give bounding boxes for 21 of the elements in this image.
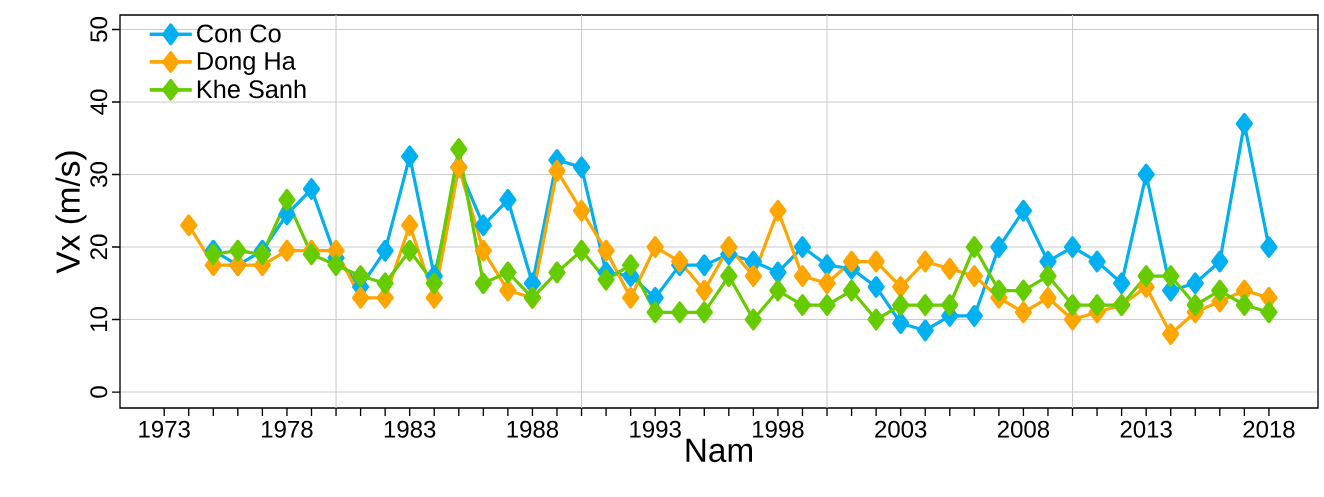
y-axis-title: Vx (m/s) — [55, 151, 87, 274]
y-tick-label: 50 — [90, 17, 108, 42]
y-tick-label: 20 — [90, 234, 108, 260]
legend-label: Khe Sanh — [197, 79, 306, 99]
x-tick-label: 1973 — [139, 420, 190, 438]
x-tick-label: 1983 — [384, 420, 436, 438]
x-tick-label: 2013 — [1120, 420, 1172, 438]
legend-label: Dong Ha — [197, 52, 296, 75]
x-axis-title: Nam — [686, 438, 752, 463]
x-tick-label: 1993 — [630, 420, 681, 438]
x-tick-label: 1988 — [507, 420, 559, 438]
x-tick-label: 1998 — [753, 420, 804, 438]
y-tick-label: 0 — [90, 386, 108, 398]
x-tick-label: 1978 — [262, 420, 313, 438]
x-tick-label: 2003 — [875, 420, 927, 438]
y-tick-label: 30 — [90, 162, 108, 187]
y-tick-label: 10 — [90, 307, 108, 332]
x-tick-label: 2008 — [997, 420, 1050, 438]
legend-label: Con Co — [197, 24, 281, 43]
x-tick-label: 2018 — [1243, 420, 1295, 438]
y-tick-label: 40 — [90, 89, 108, 115]
